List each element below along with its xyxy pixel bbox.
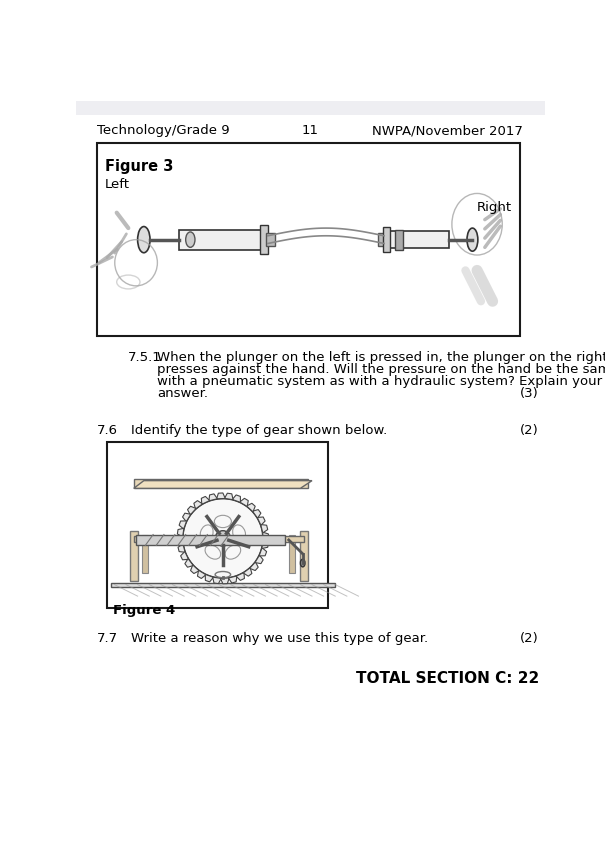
Text: Figure 4: Figure 4 xyxy=(113,604,175,617)
Circle shape xyxy=(215,530,231,546)
Ellipse shape xyxy=(467,228,478,251)
Text: Write a reason why we use this type of gear.: Write a reason why we use this type of g… xyxy=(131,632,428,645)
Text: Right: Right xyxy=(477,201,512,214)
Polygon shape xyxy=(209,494,217,501)
Polygon shape xyxy=(178,544,185,552)
Polygon shape xyxy=(261,525,268,533)
Polygon shape xyxy=(247,504,255,512)
Bar xyxy=(387,232,449,248)
Text: (2): (2) xyxy=(520,632,539,645)
Text: 7.5.1: 7.5.1 xyxy=(128,351,162,365)
Bar xyxy=(289,535,295,573)
Polygon shape xyxy=(188,506,196,514)
Bar xyxy=(134,479,308,488)
Text: 11: 11 xyxy=(301,124,318,137)
Polygon shape xyxy=(224,493,233,499)
Polygon shape xyxy=(177,528,184,537)
Bar xyxy=(266,233,275,246)
Polygon shape xyxy=(263,532,269,541)
Text: (3): (3) xyxy=(520,387,539,400)
Polygon shape xyxy=(240,498,248,507)
Polygon shape xyxy=(250,562,258,571)
Polygon shape xyxy=(183,513,191,522)
Polygon shape xyxy=(185,558,193,568)
Bar xyxy=(106,442,327,608)
Polygon shape xyxy=(179,521,186,529)
Text: Figure 3: Figure 3 xyxy=(105,159,174,173)
Ellipse shape xyxy=(186,232,195,248)
Polygon shape xyxy=(236,573,244,580)
Bar xyxy=(260,225,268,254)
Text: When the plunger on the left is pressed in, the plunger on the right: When the plunger on the left is pressed … xyxy=(157,351,605,365)
Polygon shape xyxy=(217,493,225,498)
Bar xyxy=(130,530,137,581)
Bar xyxy=(136,535,285,546)
Text: NWPA/November 2017: NWPA/November 2017 xyxy=(372,124,523,137)
Bar xyxy=(142,535,148,573)
Bar xyxy=(300,530,308,581)
Bar xyxy=(97,143,520,336)
Text: (2): (2) xyxy=(520,424,539,438)
Polygon shape xyxy=(191,565,199,573)
Polygon shape xyxy=(205,574,214,582)
Text: with a pneumatic system as with a hydraulic system? Explain your: with a pneumatic system as with a hydrau… xyxy=(157,376,602,388)
Polygon shape xyxy=(243,568,252,576)
Text: 7.6: 7.6 xyxy=(97,424,119,438)
Text: answer.: answer. xyxy=(157,387,208,400)
Polygon shape xyxy=(213,577,221,584)
Polygon shape xyxy=(229,576,237,583)
Bar xyxy=(382,227,390,252)
Bar xyxy=(178,230,264,249)
Circle shape xyxy=(220,536,226,541)
Polygon shape xyxy=(257,517,265,525)
Ellipse shape xyxy=(214,515,231,528)
Bar xyxy=(134,536,304,542)
Bar xyxy=(76,101,544,115)
Bar xyxy=(395,230,403,249)
Text: 7.7: 7.7 xyxy=(97,632,119,645)
Bar xyxy=(378,233,387,246)
Polygon shape xyxy=(194,501,203,509)
Polygon shape xyxy=(197,570,206,578)
Ellipse shape xyxy=(300,559,305,567)
Ellipse shape xyxy=(225,545,241,559)
Ellipse shape xyxy=(233,525,246,541)
Text: Identify the type of gear shown below.: Identify the type of gear shown below. xyxy=(131,424,388,438)
Polygon shape xyxy=(259,548,267,556)
Ellipse shape xyxy=(137,226,150,253)
Ellipse shape xyxy=(200,525,213,541)
Text: Technology/Grade 9: Technology/Grade 9 xyxy=(97,124,230,137)
Bar xyxy=(111,583,335,587)
Text: Left: Left xyxy=(105,178,130,191)
Circle shape xyxy=(183,498,263,578)
Polygon shape xyxy=(255,555,263,563)
Polygon shape xyxy=(201,497,210,504)
Polygon shape xyxy=(262,540,269,548)
Ellipse shape xyxy=(205,545,221,559)
Polygon shape xyxy=(220,578,229,584)
Polygon shape xyxy=(181,552,189,560)
Text: presses against the hand. Will the pressure on the hand be the same: presses against the hand. Will the press… xyxy=(157,363,605,376)
Polygon shape xyxy=(232,495,240,503)
Polygon shape xyxy=(177,536,183,545)
Polygon shape xyxy=(134,481,312,488)
Polygon shape xyxy=(252,509,261,518)
Text: TOTAL SECTION C: 22: TOTAL SECTION C: 22 xyxy=(356,671,539,686)
